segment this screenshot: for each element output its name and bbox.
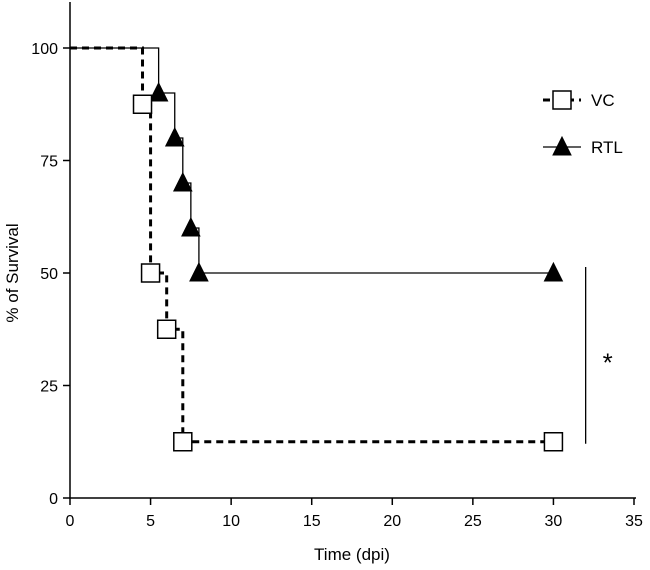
y-tick-label: 50 — [40, 266, 58, 283]
x-axis-title: Time (dpi) — [314, 545, 390, 564]
x-tick-label: 15 — [303, 513, 321, 530]
x-tick-label: 30 — [545, 513, 563, 530]
series-rtl — [70, 47, 564, 282]
series-line-rtl — [70, 47, 554, 274]
series-layer — [70, 46, 564, 452]
legend-label: RTL — [591, 138, 623, 157]
data-point-vc — [543, 432, 564, 452]
y-ticks: 0 25 50 75 100 — [31, 41, 70, 508]
data-point-rtl — [148, 81, 169, 102]
y-tick-label: 75 — [40, 154, 58, 171]
axes: 0 5 10 15 20 25 30 35 0 25 50 75 100 — [31, 2, 643, 530]
x-tick-label: 0 — [66, 513, 75, 530]
data-point-rtl — [172, 171, 193, 192]
data-point-rtl — [189, 261, 209, 282]
data-point-rtl — [181, 216, 201, 237]
x-ticks: 0 5 10 15 20 25 30 35 — [66, 498, 643, 530]
legend-swatch-marker — [552, 90, 572, 110]
series-vc — [70, 46, 564, 452]
significance-annotation: * — [585, 267, 613, 444]
x-tick-label: 5 — [146, 513, 155, 530]
x-tick-label: 25 — [464, 513, 482, 530]
legend-label: VC — [591, 91, 615, 110]
legend-item-rtl: RTL — [543, 135, 623, 157]
legend-item-vc: VC — [543, 90, 615, 110]
data-point-vc — [132, 94, 153, 114]
y-axis-title: % of Survival — [3, 223, 22, 322]
significance-marker: * — [603, 347, 613, 377]
x-tick-label: 20 — [383, 513, 401, 530]
y-tick-label: 25 — [40, 379, 58, 396]
legend-swatch-marker — [552, 135, 572, 156]
data-point-vc — [156, 319, 177, 339]
y-tick-label: 0 — [49, 491, 58, 508]
y-tick-label: 100 — [31, 41, 58, 58]
x-tick-label: 10 — [222, 513, 240, 530]
data-point-vc — [173, 432, 193, 452]
data-point-rtl — [543, 261, 564, 282]
legend: VC RTL — [543, 90, 623, 157]
x-tick-label: 35 — [625, 513, 643, 530]
data-point-vc — [140, 263, 161, 283]
data-point-rtl — [164, 126, 185, 147]
